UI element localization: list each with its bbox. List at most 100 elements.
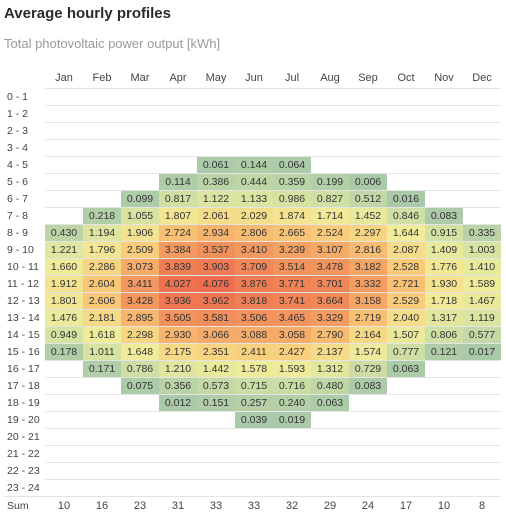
value-cell bbox=[273, 446, 311, 463]
value-cell: 1.618 bbox=[83, 327, 121, 344]
value-cell: 0.012 bbox=[159, 395, 197, 412]
value-cell bbox=[159, 106, 197, 123]
value-cell bbox=[45, 378, 83, 395]
value-cell bbox=[45, 361, 83, 378]
value-cell bbox=[349, 463, 387, 480]
value-cell: 1.796 bbox=[83, 242, 121, 259]
value-cell bbox=[197, 89, 235, 106]
hour-label: 0 - 1 bbox=[4, 89, 45, 106]
value-cell: 3.088 bbox=[235, 327, 273, 344]
hour-label: 23 - 24 bbox=[4, 480, 45, 497]
value-cell: 3.581 bbox=[197, 310, 235, 327]
value-cell: 1.648 bbox=[121, 344, 159, 361]
value-cell: 3.428 bbox=[121, 293, 159, 310]
value-cell: 0.019 bbox=[273, 412, 311, 429]
value-cell bbox=[311, 412, 349, 429]
value-cell bbox=[197, 463, 235, 480]
hour-label: 5 - 6 bbox=[4, 174, 45, 191]
value-cell: 3.158 bbox=[349, 293, 387, 310]
value-cell bbox=[83, 106, 121, 123]
value-cell: 0.386 bbox=[197, 174, 235, 191]
value-cell bbox=[387, 480, 425, 497]
value-cell: 1.593 bbox=[273, 361, 311, 378]
panel-subtitle: Total photovoltaic power output [kWh] bbox=[4, 36, 220, 51]
value-cell bbox=[235, 140, 273, 157]
value-cell: 1.874 bbox=[273, 208, 311, 225]
value-cell: 0.006 bbox=[349, 174, 387, 191]
value-cell bbox=[83, 378, 121, 395]
value-cell bbox=[311, 429, 349, 446]
value-cell bbox=[387, 157, 425, 174]
value-cell bbox=[197, 123, 235, 140]
value-cell: 1.210 bbox=[159, 361, 197, 378]
value-cell: 0.512 bbox=[349, 191, 387, 208]
value-cell bbox=[121, 463, 159, 480]
sum-value: 29 bbox=[311, 497, 349, 515]
value-cell bbox=[121, 140, 159, 157]
value-cell: 4.027 bbox=[159, 276, 197, 293]
value-cell: 3.182 bbox=[349, 259, 387, 276]
value-cell bbox=[425, 412, 463, 429]
value-cell bbox=[425, 361, 463, 378]
value-cell: 2.181 bbox=[83, 310, 121, 327]
month-header: Apr bbox=[159, 69, 197, 89]
value-cell: 0.114 bbox=[159, 174, 197, 191]
sum-value: 23 bbox=[121, 497, 159, 515]
value-cell: 1.476 bbox=[45, 310, 83, 327]
value-cell bbox=[83, 157, 121, 174]
hour-row: 1 - 2 bbox=[4, 106, 501, 123]
value-cell: 3.936 bbox=[159, 293, 197, 310]
value-cell bbox=[235, 463, 273, 480]
value-cell: 0.716 bbox=[273, 378, 311, 395]
sum-value: 33 bbox=[197, 497, 235, 515]
value-cell bbox=[463, 395, 501, 412]
value-cell: 0.061 bbox=[197, 157, 235, 174]
value-cell bbox=[311, 106, 349, 123]
value-cell: 1.317 bbox=[425, 310, 463, 327]
value-cell: 0.083 bbox=[425, 208, 463, 225]
value-cell bbox=[349, 106, 387, 123]
value-cell: 1.807 bbox=[159, 208, 197, 225]
value-cell: 2.297 bbox=[349, 225, 387, 242]
value-cell bbox=[197, 106, 235, 123]
value-cell: 1.906 bbox=[121, 225, 159, 242]
value-cell: 0.715 bbox=[235, 378, 273, 395]
value-cell bbox=[121, 123, 159, 140]
value-cell: 2.806 bbox=[235, 225, 273, 242]
hourly-profiles-panel: Average hourly profiles Total photovolta… bbox=[0, 0, 506, 490]
month-header: Sep bbox=[349, 69, 387, 89]
value-cell bbox=[463, 429, 501, 446]
value-cell: 0.063 bbox=[387, 361, 425, 378]
sum-value: 31 bbox=[159, 497, 197, 515]
month-header: Dec bbox=[463, 69, 501, 89]
hour-row: 23 - 24 bbox=[4, 480, 501, 497]
month-header: Aug bbox=[311, 69, 349, 89]
value-cell: 1.055 bbox=[121, 208, 159, 225]
value-cell: 2.724 bbox=[159, 225, 197, 242]
value-cell bbox=[425, 106, 463, 123]
value-cell bbox=[159, 463, 197, 480]
value-cell bbox=[159, 480, 197, 497]
hour-label: 21 - 22 bbox=[4, 446, 45, 463]
hour-label: 16 - 17 bbox=[4, 361, 45, 378]
month-header: Mar bbox=[121, 69, 159, 89]
value-cell: 3.058 bbox=[273, 327, 311, 344]
hour-label: 20 - 21 bbox=[4, 429, 45, 446]
value-cell bbox=[45, 174, 83, 191]
value-cell: 0.786 bbox=[121, 361, 159, 378]
value-cell bbox=[159, 123, 197, 140]
value-cell: 2.665 bbox=[273, 225, 311, 242]
value-cell bbox=[45, 480, 83, 497]
value-cell bbox=[349, 140, 387, 157]
value-cell bbox=[45, 208, 83, 225]
sum-value: 17 bbox=[387, 497, 425, 515]
value-cell: 0.063 bbox=[311, 395, 349, 412]
value-cell bbox=[387, 140, 425, 157]
